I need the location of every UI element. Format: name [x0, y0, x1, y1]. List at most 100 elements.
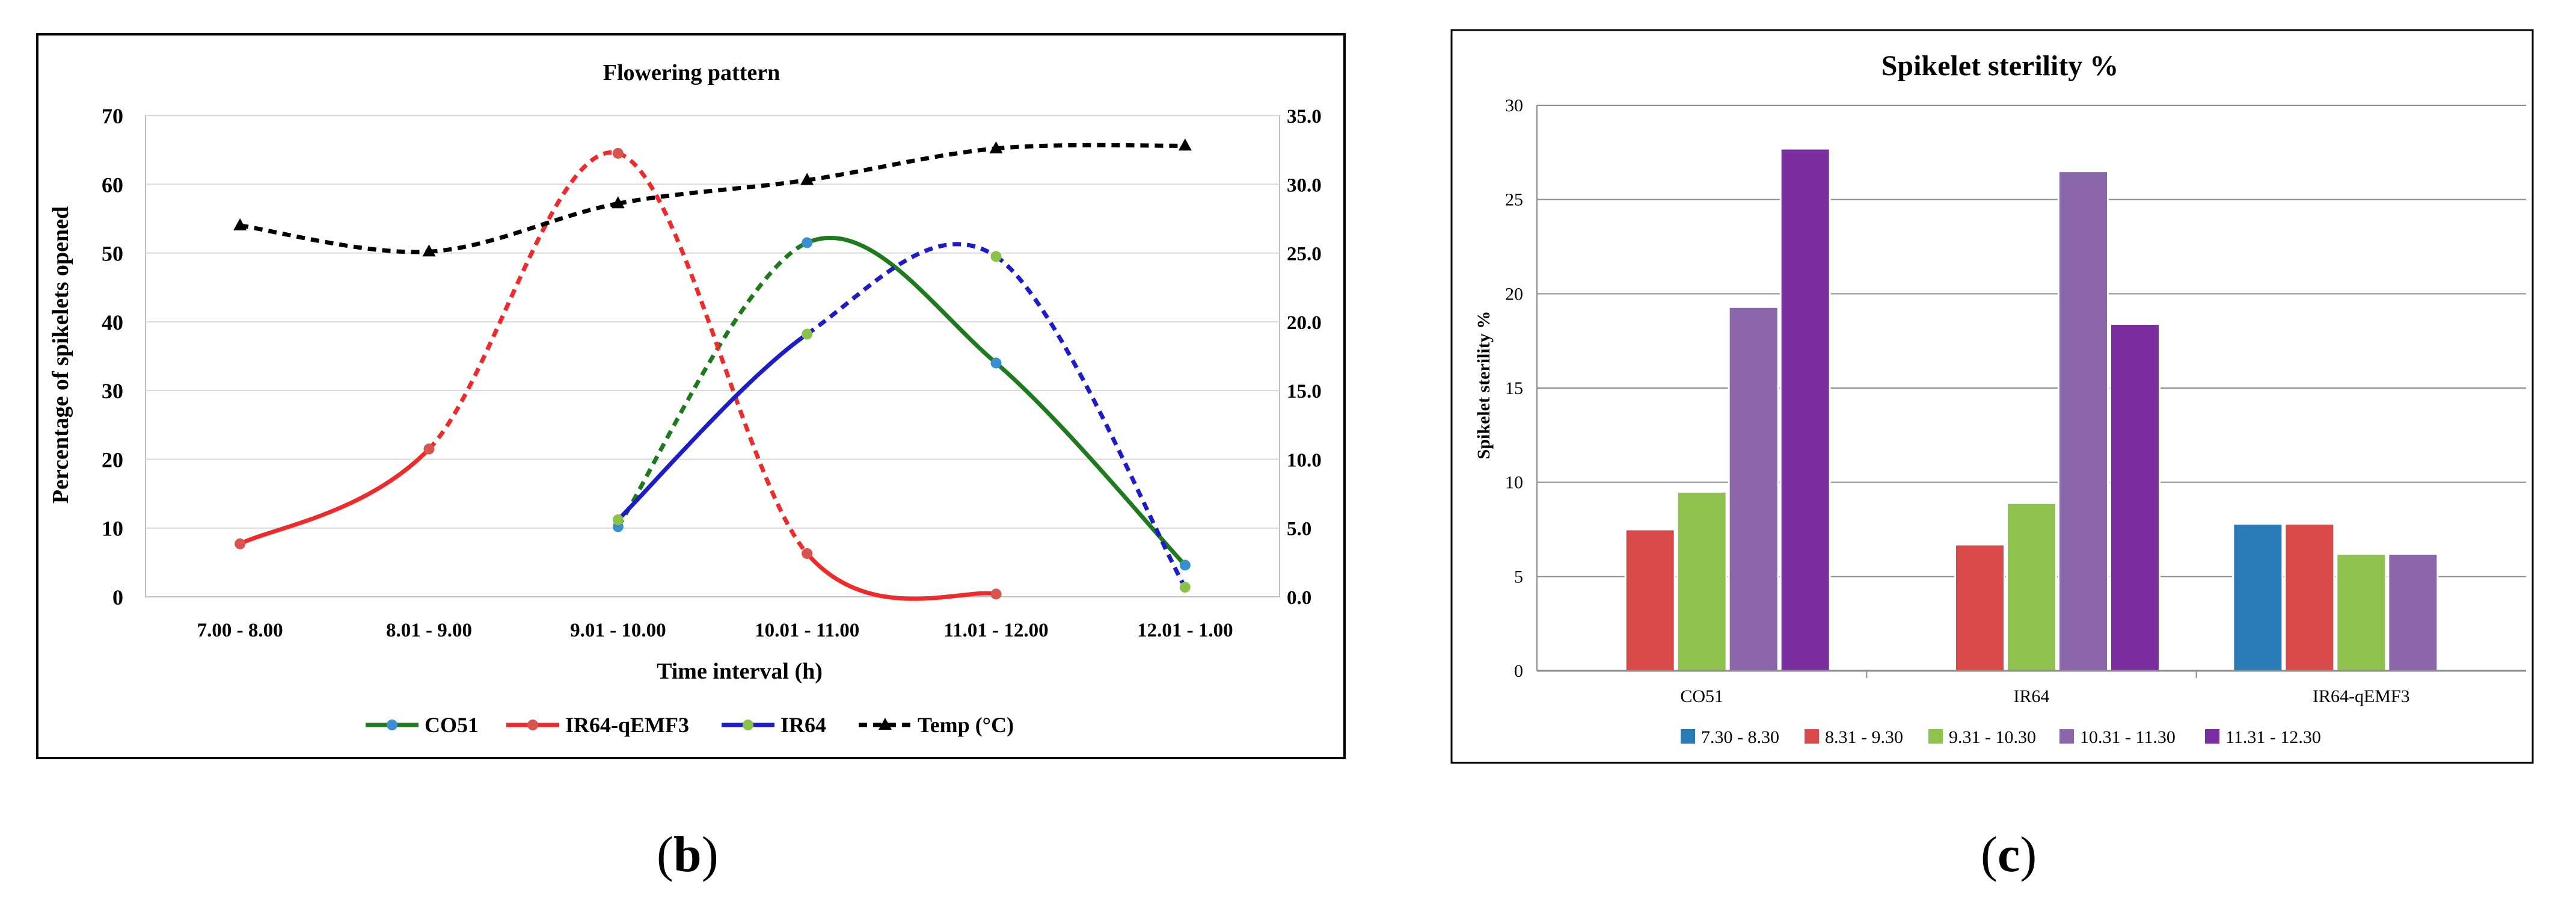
chart-c-legend-label: 8.31 - 9.30: [1825, 727, 1903, 747]
chart-c-bar: [1779, 147, 1831, 672]
chart-b-legend-label: IR64-qEMF3: [565, 713, 689, 737]
chart-b-y-tick-label: 70: [102, 104, 123, 128]
chart-b-data-point: [990, 357, 1002, 369]
chart-b-y-tick-label: 0: [112, 585, 123, 609]
chart-b-series-line: [239, 223, 429, 254]
chart-b-x-tick-label: 10.01 - 11.00: [755, 620, 859, 641]
chart-b-series-line: [995, 361, 1187, 567]
chart-b-data-point: [802, 328, 813, 340]
chart-b-y-tick-label: 40: [102, 310, 123, 334]
panel-label-b: (b): [657, 827, 719, 883]
chart-b-y2-tick-label: 10.0: [1287, 449, 1322, 471]
chart-b-series-line: [616, 332, 809, 522]
chart-b-data-point: [423, 443, 435, 455]
chart-c-bar: [1728, 306, 1779, 672]
chart-b-series-line: [806, 242, 998, 336]
chart-b-series-line: [805, 552, 997, 601]
chart-b-series-line: [239, 447, 431, 546]
chart-b-legend-label: IR64: [780, 713, 826, 737]
chart-b-data-point: [1179, 559, 1191, 571]
chart-b-y2-tick-label: 0.0: [1287, 587, 1311, 609]
chart-c-x-tick-label: CO51: [1680, 686, 1723, 706]
chart-c-bar: [2335, 553, 2387, 672]
chart-b-legend-marker: [879, 718, 892, 730]
chart-b-y-tick-label: 10: [102, 517, 123, 541]
chart-b-series-line: [996, 143, 1185, 151]
chart-b-x-tick-label: 11.01 - 12.00: [943, 620, 1048, 641]
chart-b-data-point: [612, 147, 624, 159]
chart-b-series-line: [616, 241, 808, 528]
chart-b-y-tick-label: 20: [102, 448, 123, 472]
chart-c-bar: [1676, 490, 1728, 672]
chart-b-data-point: [422, 244, 436, 257]
chart-b-series-line: [806, 146, 996, 182]
chart-c-y-tick-label: 15: [1505, 378, 1523, 398]
chart-c-legend-swatch: [2205, 729, 2219, 744]
chart-c-bar: [2387, 553, 2439, 672]
chart-c-bar: [2284, 523, 2335, 672]
chart-b-y-axis-label: Percentage of spikelets opened: [48, 206, 73, 504]
chart-c-bar: [2006, 502, 2057, 672]
chart-b-y-tick-label: 60: [102, 173, 123, 197]
chart-c-legend-swatch: [1805, 729, 1819, 744]
chart-b-legend-marker: [387, 720, 397, 730]
chart-b-data-point: [802, 548, 813, 559]
chart-b-data-point: [800, 173, 814, 185]
chart-c-y-tick-label: 25: [1505, 190, 1523, 210]
chart-b-y2-tick-label: 15.0: [1287, 381, 1322, 402]
chart-b-series-line: [617, 151, 809, 555]
chart-c-legend-swatch: [1681, 729, 1695, 744]
chart-c-y-tick-label: 0: [1514, 661, 1523, 681]
chart-b-data-point: [990, 251, 1002, 262]
chart-c-y-tick-label: 30: [1505, 96, 1523, 116]
panel-label-c: (c): [1981, 827, 2037, 883]
chart-c-x-tick-label: IR64: [2014, 686, 2050, 706]
chart-b-legend: CO51 IR64-qEMF3 IR64 Temp (°C): [366, 713, 1014, 737]
chart-b-data-point: [989, 141, 1003, 153]
chart-c-bar: [2058, 170, 2109, 672]
chart-c-legend: 7.30 - 8.30 8.31 - 9.30 9.31 - 10.30 10.31 …: [1681, 727, 2321, 747]
chart-b-x-tick-label: 12.01 - 1.00: [1137, 620, 1233, 641]
chart-b-series-line: [427, 150, 619, 451]
chart-c-title: Spikelet sterility %: [1881, 50, 2119, 82]
chart-b-series-line: [995, 254, 1187, 588]
chart-b-y-tick-label: 30: [102, 379, 123, 403]
chart-c-legend-label: 11.31 - 12.30: [2225, 727, 2321, 747]
chart-c-y-tick-label: 10: [1505, 473, 1523, 493]
chart-c-bar: [1954, 543, 2005, 672]
chart-b-x-tick-label: 7.00 - 8.00: [197, 620, 283, 641]
chart-b-data-point: [611, 196, 625, 209]
chart-b-legend-label: Temp (°C): [918, 713, 1014, 737]
chart-c-legend-swatch: [2059, 729, 2074, 744]
chart-b-series-line: [618, 177, 808, 206]
chart-c-bar: [2109, 322, 2160, 672]
chart-b-data-point: [802, 237, 813, 248]
chart-b-x-tick-label: 8.01 - 9.00: [386, 620, 472, 641]
chart-c-legend-label: 7.30 - 8.30: [1701, 727, 1779, 747]
chart-b-data-point: [1178, 138, 1192, 151]
chart-c-x-tick-label: IR64-qEMF3: [2313, 686, 2410, 706]
chart-b-y2-tick-label: 20.0: [1287, 312, 1322, 334]
chart-b-data-point: [235, 538, 246, 549]
chart-b-legend-marker: [527, 720, 538, 730]
chart-b-y2-tick-label: 30.0: [1287, 174, 1322, 196]
chart-c-y-axis-label: Spikelet sterility %: [1474, 311, 1494, 460]
chart-c-bar: [1624, 528, 1676, 672]
spikelet-sterility-chart: Spikelet sterility % 0 5 10 15 20 25 30 CO51 IR…: [1450, 29, 2534, 764]
chart-c-legend-swatch: [1928, 729, 1943, 744]
chart-b-legend-marker: [743, 720, 753, 730]
chart-b-x-tick-label: 9.01 - 10.00: [570, 620, 666, 641]
chart-b-legend-label: CO51: [425, 713, 479, 737]
chart-b-data-point: [612, 514, 624, 525]
chart-b-y2-tick-label: 25.0: [1287, 244, 1322, 265]
chart-b-y2-tick-label: 5.0: [1287, 519, 1311, 540]
chart-c-y-tick-label: 5: [1514, 567, 1523, 587]
flowering-pattern-chart: Flowering pattern 0 10 20 30 40 50 60 70 0.0 5.0…: [36, 33, 1346, 759]
chart-c-legend-label: 9.31 - 10.30: [1949, 727, 2036, 747]
chart-b-x-axis-label: Time interval (h): [657, 659, 823, 684]
chart-c-y-tick-label: 20: [1505, 284, 1523, 304]
chart-b-data-point: [990, 588, 1002, 600]
chart-b-data-point: [1179, 582, 1191, 593]
chart-b-series-line: [806, 236, 998, 365]
chart-b-y-tick-label: 50: [102, 242, 123, 266]
